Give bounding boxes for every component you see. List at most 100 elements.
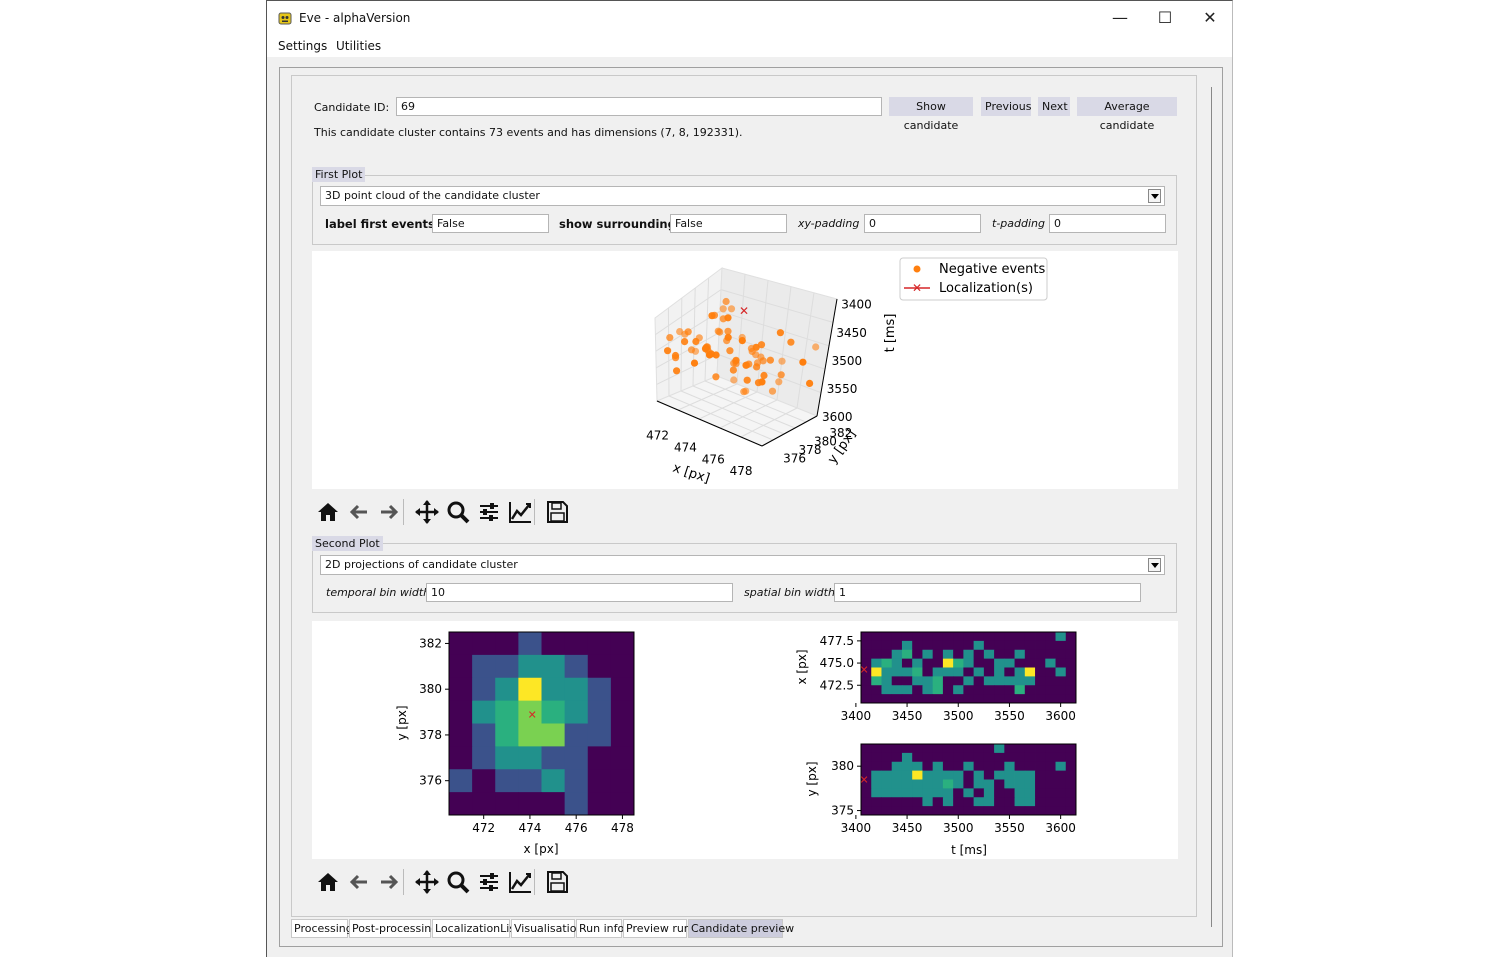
tab-run-info[interactable]: Run info <box>576 919 624 938</box>
x-tick-label: 478 <box>611 821 634 835</box>
event-point <box>695 334 703 342</box>
event-point <box>738 337 746 345</box>
tab-visualisation[interactable]: Visualisation <box>511 919 583 938</box>
home-icon[interactable] <box>314 498 342 526</box>
forward-arrow-icon[interactable] <box>375 868 403 896</box>
heatmap-cell <box>994 744 1005 754</box>
menu-settings[interactable]: Settings <box>278 39 328 53</box>
xy-padding-input[interactable]: 0 <box>864 214 981 233</box>
heatmap-cell <box>881 744 893 754</box>
configure-subplots-icon[interactable] <box>475 868 503 896</box>
spatial-bin-input[interactable]: 1 <box>834 583 1141 602</box>
edit-axis-icon[interactable] <box>506 498 534 526</box>
x-tick-label: 3600 <box>1045 709 1076 723</box>
second-plot-canvas[interactable]: 472 474 476 478 376 378 380 382 x [px] y [px] ✕ 340… <box>312 621 1178 859</box>
heatmap-cell <box>495 677 519 702</box>
pan-icon[interactable] <box>413 498 441 526</box>
chevron-down-icon[interactable] <box>1148 558 1161 572</box>
axes-3d-box <box>654 266 838 447</box>
first-plot-select[interactable]: 3D point cloud of the candidate cluster <box>320 186 1165 206</box>
heatmap-cell <box>901 770 913 780</box>
event-point <box>723 337 731 345</box>
heatmap-cell <box>994 779 1005 789</box>
zoom-icon[interactable] <box>444 868 472 896</box>
tab-candidate-preview[interactable]: Candidate preview <box>688 919 794 938</box>
temporal-bin-input[interactable]: 10 <box>426 583 733 602</box>
heatmap-cell <box>1045 744 1056 754</box>
heatmap-cell <box>912 667 923 677</box>
tab-localizationlist[interactable]: LocalizationList <box>432 919 519 938</box>
heatmap-cell <box>1035 788 1046 798</box>
heatmap-cell <box>1055 667 1067 677</box>
heatmap-cell <box>449 792 473 816</box>
heatmap-cell <box>472 654 496 679</box>
heatmap-cell <box>861 779 872 789</box>
heatmap-cell <box>912 761 923 772</box>
average-candidate-button[interactable]: Average candidate <box>1077 97 1177 132</box>
heatmap-cell <box>881 788 893 798</box>
zoom-icon[interactable] <box>444 498 472 526</box>
heatmap-cell <box>587 677 612 702</box>
event-point <box>745 360 753 368</box>
minimize-button[interactable]: — <box>1112 8 1128 27</box>
event-point <box>671 351 680 360</box>
heatmap-cell <box>891 694 903 704</box>
heatmap-cell <box>1024 788 1036 798</box>
previous-button[interactable]: Previous <box>981 97 1032 116</box>
tab-preview-run[interactable]: Preview run <box>623 919 691 938</box>
save-icon[interactable] <box>543 498 571 526</box>
candidate-id-input[interactable]: 69 <box>396 97 882 116</box>
heatmap-cell <box>983 806 995 816</box>
heatmap-cell <box>1065 788 1077 798</box>
back-arrow-icon[interactable] <box>345 868 373 896</box>
scrollbar[interactable] <box>1211 87 1212 927</box>
heatmap-cell <box>518 700 542 724</box>
heatmap-cell <box>994 676 1005 686</box>
maximize-button[interactable]: ☐ <box>1157 8 1173 27</box>
edit-axis-icon[interactable] <box>506 868 534 896</box>
first-plot-canvas[interactable]: ✕ 472 474 476 478 376 378 380 382 3400 3450 3500 35… <box>312 251 1178 489</box>
event-point <box>726 347 734 355</box>
heatmap-cell <box>1065 676 1077 686</box>
heatmap-cell <box>1045 658 1056 668</box>
heatmap-cell <box>871 770 882 780</box>
localization-marker: ✕ <box>739 304 749 318</box>
heatmap-cell <box>541 746 566 770</box>
heatmap-cell <box>963 694 975 704</box>
label-first-events-input[interactable]: False <box>432 214 549 233</box>
second-plot-select[interactable]: 2D projections of candidate cluster <box>320 555 1165 575</box>
home-icon[interactable] <box>314 868 342 896</box>
plot-frame <box>448 631 635 816</box>
toolbar-separator <box>403 869 404 895</box>
heatmap-cell <box>912 788 923 798</box>
forward-arrow-icon[interactable] <box>375 498 403 526</box>
menu-utilities[interactable]: Utilities <box>336 39 382 53</box>
heatmap-cell <box>953 788 964 798</box>
configure-subplots-icon[interactable] <box>475 498 503 526</box>
heatmap-cell <box>871 632 882 642</box>
tab-processing[interactable]: Processing <box>291 919 353 938</box>
legend-frame <box>899 257 1048 301</box>
next-button[interactable]: Next <box>1038 97 1070 116</box>
heatmap-cell <box>953 649 964 660</box>
heatmap-cell <box>610 746 635 770</box>
heatmap-cell <box>1024 797 1036 807</box>
save-icon[interactable] <box>543 868 571 896</box>
tab-post-processing[interactable]: Post-processing <box>349 919 438 938</box>
heatmap-cell <box>1024 770 1036 780</box>
heatmap-cell <box>983 676 995 686</box>
heatmap-cell <box>1014 752 1026 763</box>
show-surrounding-input[interactable]: False <box>670 214 787 233</box>
heatmap-cell <box>564 746 589 770</box>
back-arrow-icon[interactable] <box>345 498 373 526</box>
t-padding-input[interactable]: 0 <box>1049 214 1166 233</box>
heatmap-cell <box>1024 744 1036 754</box>
heatmap-cell <box>610 769 635 793</box>
y-tick-label: 380 <box>831 759 854 773</box>
pan-icon[interactable] <box>413 868 441 896</box>
show-candidate-button[interactable]: Show candidate <box>889 97 973 132</box>
heatmap-cell <box>1065 685 1077 695</box>
close-button[interactable]: ✕ <box>1203 8 1217 27</box>
chevron-down-icon[interactable] <box>1148 189 1161 203</box>
heatmap-cell <box>1014 761 1026 772</box>
